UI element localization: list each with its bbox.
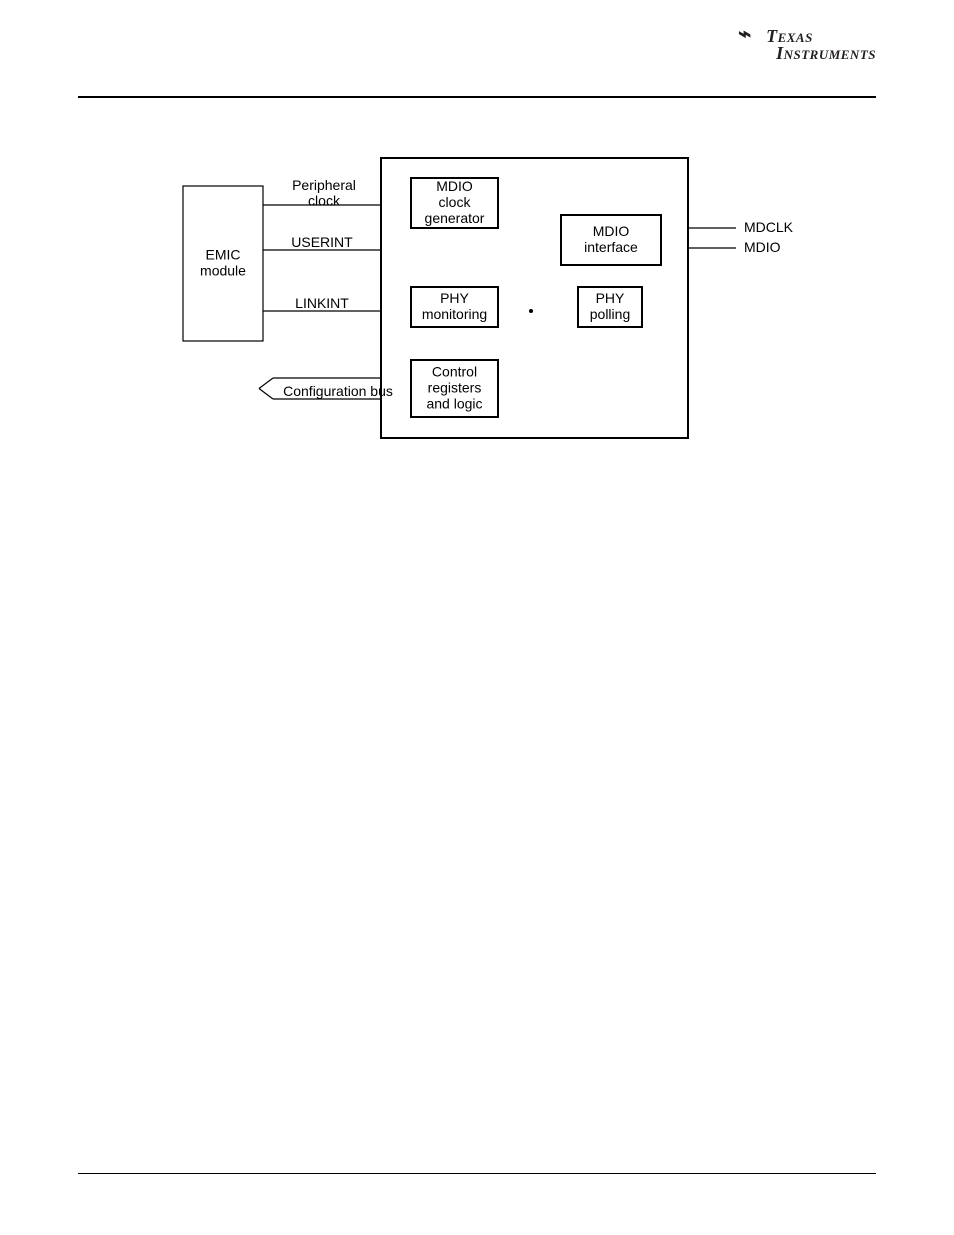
ti-logo-line2: Instruments <box>776 45 876 62</box>
box-emic-label-0: EMIC <box>206 246 241 262</box>
junction-0 <box>529 309 533 313</box>
box-phy_mon-label-1: monitoring <box>422 306 487 322</box>
header-rule <box>78 96 876 98</box>
box-phy_poll-label-1: polling <box>590 306 630 322</box>
ti-chip-glyph: ⌁ <box>738 24 751 45</box>
box-mdio_clk-label-1: clock <box>439 194 472 210</box>
box-mdio_if-label-1: interface <box>584 239 638 255</box>
box-emic-label-1: module <box>200 262 246 278</box>
box-mdio_clk-label-2: generator <box>425 210 485 226</box>
footer-rule <box>78 1173 876 1174</box>
box-mdio_clk-label-0: MDIO <box>436 178 473 194</box>
ti-logo: ⌁ Texas Instruments <box>766 28 876 62</box>
box-ctrl_reg-label-2: and logic <box>426 395 482 411</box>
label-cfg_bus-0: Configuration bus <box>283 383 393 399</box>
box-ctrl_reg-label-0: Control <box>432 363 477 379</box>
label-periph_clk-1: clock <box>308 192 341 208</box>
mdio-block-diagram: EMICmoduleMDIOclockgeneratorMDIOinterfac… <box>78 146 876 476</box>
label-periph_clk-0: Peripheral <box>292 177 356 193</box>
box-phy_mon-label-0: PHY <box>440 290 469 306</box>
label-mdclk-0: MDCLK <box>744 219 794 235</box>
label-linkint-0: LINKINT <box>295 295 349 311</box>
label-mdio-0: MDIO <box>744 239 781 255</box>
label-userint-0: USERINT <box>291 234 353 250</box>
box-ctrl_reg-label-1: registers <box>428 379 482 395</box>
arrowhead-0 <box>259 378 273 399</box>
box-phy_poll-label-0: PHY <box>596 290 625 306</box>
box-mdio_if-label-0: MDIO <box>593 223 630 239</box>
